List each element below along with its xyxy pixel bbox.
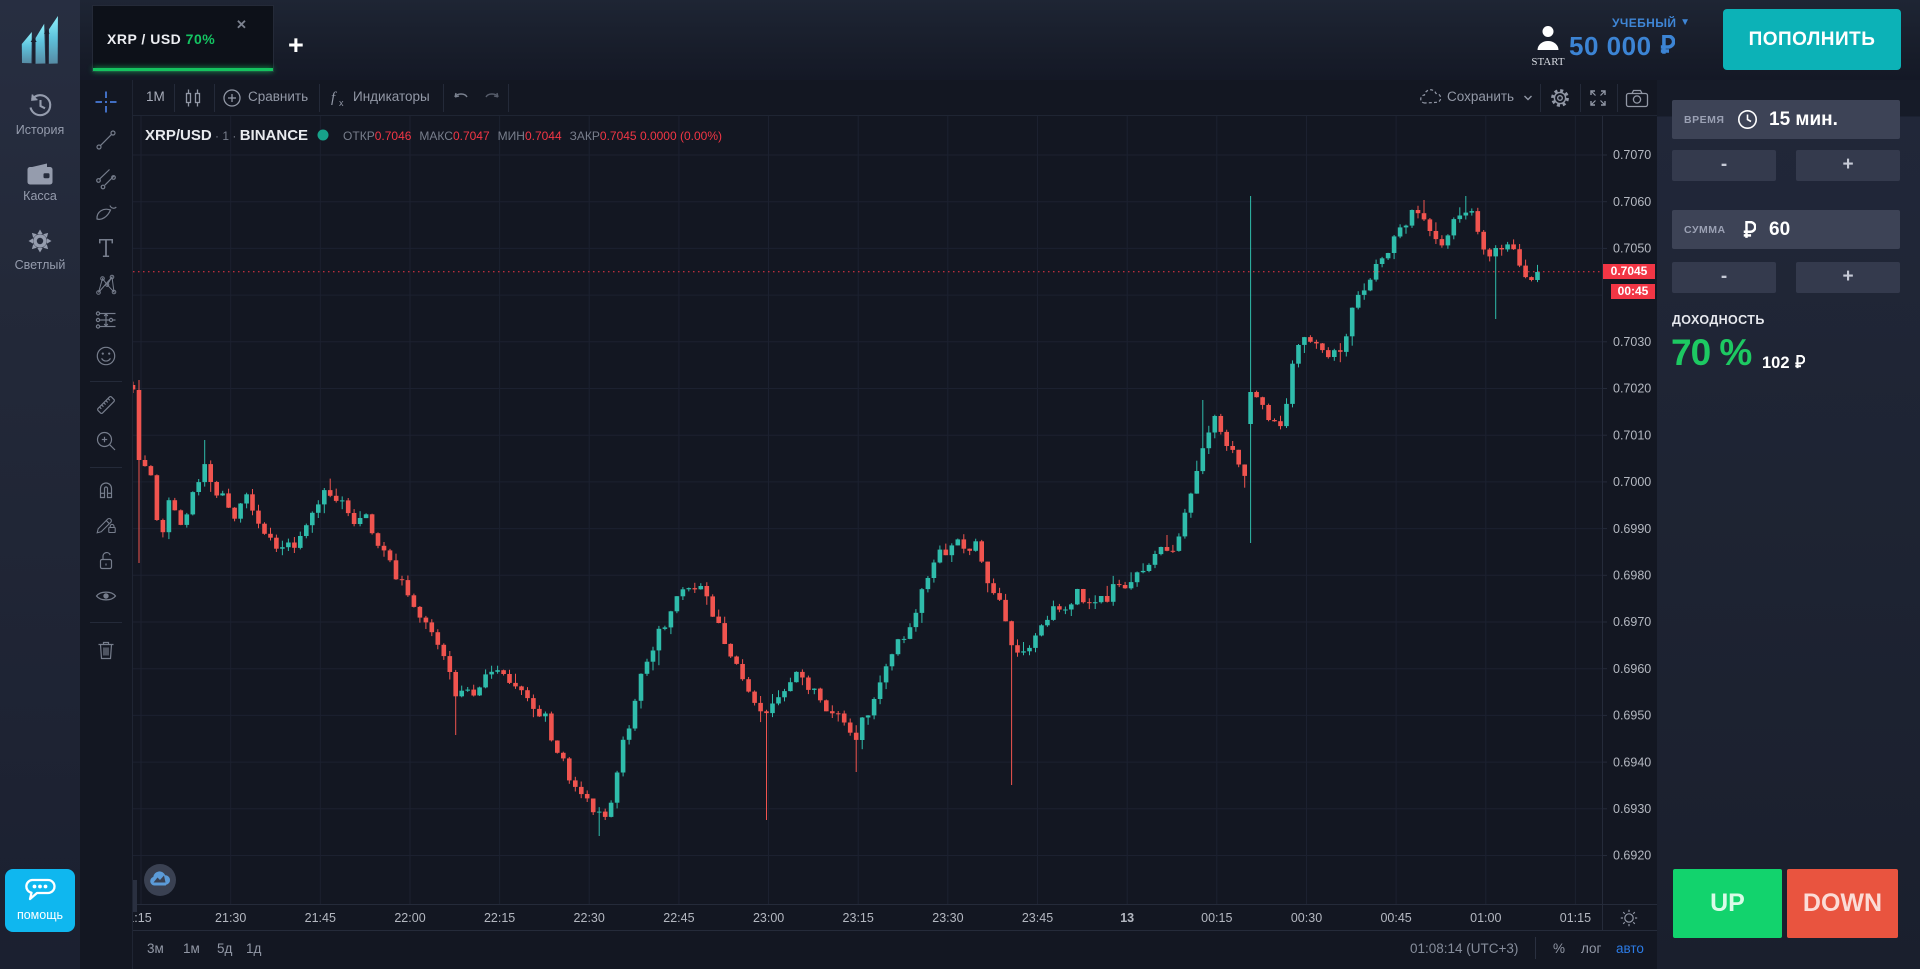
svg-text:0.6980: 0.6980 [1613,569,1651,583]
svg-text:0.6960: 0.6960 [1613,662,1651,676]
svg-text:0.6950: 0.6950 [1613,709,1651,723]
svg-text:0.6920: 0.6920 [1613,849,1651,863]
svg-text:0.6970: 0.6970 [1613,615,1651,629]
svg-text:0.7000: 0.7000 [1613,475,1651,489]
svg-text:0.6990: 0.6990 [1613,522,1651,536]
svg-text:22:30: 22:30 [574,911,605,925]
svg-text:0.7060: 0.7060 [1613,195,1651,209]
svg-text:23:00: 23:00 [753,911,784,925]
svg-text:22:00: 22:00 [394,911,425,925]
svg-text:00:15: 00:15 [1201,911,1232,925]
svg-text:01:15: 01:15 [1560,911,1591,925]
svg-text:f: f [331,90,337,106]
svg-text:00:30: 00:30 [1291,911,1322,925]
svg-text:21:45: 21:45 [305,911,336,925]
svg-text:x: x [339,98,344,108]
svg-text:21:30: 21:30 [215,911,246,925]
svg-text:0.6930: 0.6930 [1613,802,1651,816]
svg-text:00:45: 00:45 [1380,911,1411,925]
svg-text:21:15: 21:15 [133,911,152,925]
svg-text:13: 13 [1120,911,1134,925]
svg-text:0.7010: 0.7010 [1613,428,1651,442]
svg-text:0.7070: 0.7070 [1613,148,1651,162]
svg-text:23:45: 23:45 [1022,911,1053,925]
svg-text:23:30: 23:30 [932,911,963,925]
svg-text:0.7020: 0.7020 [1613,382,1651,396]
svg-text:23:15: 23:15 [843,911,874,925]
svg-text:22:15: 22:15 [484,911,515,925]
svg-text:0.7050: 0.7050 [1613,242,1651,256]
svg-text:22:45: 22:45 [663,911,694,925]
svg-text:0.6940: 0.6940 [1613,755,1651,769]
svg-text:0.7030: 0.7030 [1613,335,1651,349]
svg-text:01:00: 01:00 [1470,911,1501,925]
